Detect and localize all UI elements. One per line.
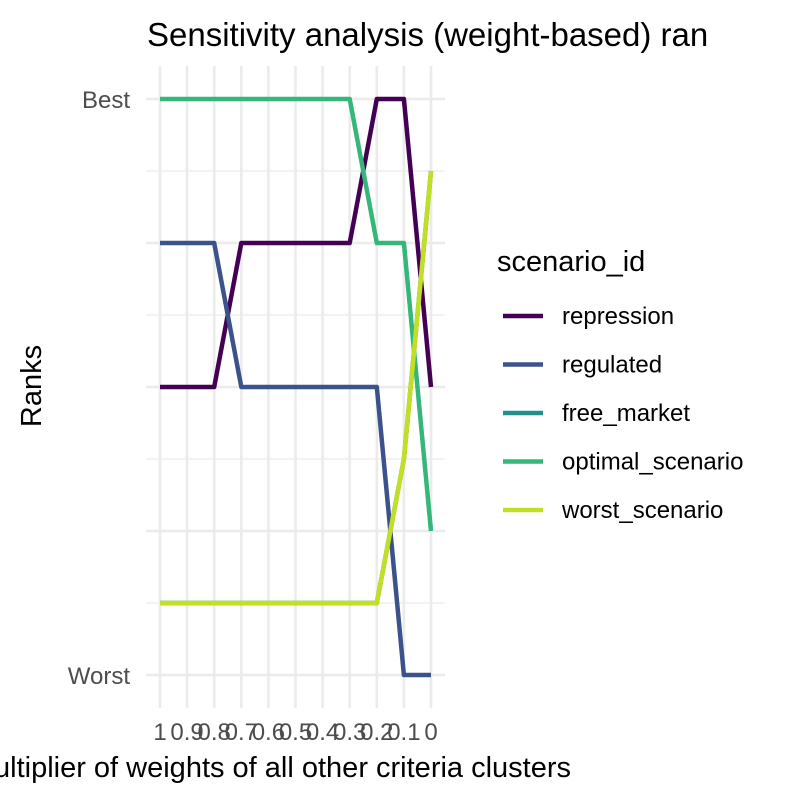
y-axis-title: Ranks	[16, 345, 48, 427]
x-tick-label: 0.9	[170, 719, 203, 746]
x-axis-ticks: 1 0.90.80.70.60.50.40.30.20.1 0	[153, 719, 437, 746]
series-line-regulated	[160, 240, 431, 678]
legend-label: worst_scenario	[561, 497, 723, 524]
y-tick-label: Best	[82, 87, 130, 114]
legend-label: repression	[562, 303, 674, 330]
series-line-repression	[160, 96, 434, 390]
x-axis-title: ultiplier of weights of all other criter…	[0, 752, 571, 784]
legend: scenario_id repression regulated free_mark…	[497, 246, 743, 524]
x-tick-label: 0.1	[387, 719, 420, 746]
plot-series	[160, 96, 434, 678]
x-tick-label: 0.6	[252, 719, 285, 746]
legend-title: scenario_id	[497, 246, 645, 278]
x-tick-label: 0.3	[333, 719, 366, 746]
x-tick-label: 0.7	[225, 719, 258, 746]
y-tick-label: Worst	[68, 663, 131, 690]
x-tick-label: 1	[153, 719, 166, 746]
series-line-optimal-scenario	[160, 96, 434, 532]
x-tick-label: 0.2	[360, 719, 393, 746]
legend-label: optimal_scenario	[562, 449, 743, 476]
x-tick-label: 0.4	[306, 719, 339, 746]
series-line-worst-scenario	[160, 170, 434, 606]
y-axis-ticks: Best Worst	[68, 87, 131, 690]
x-tick-label: 0	[424, 719, 437, 746]
legend-items: repression regulated free_market optimal_sc…	[503, 303, 743, 524]
legend-label: regulated	[562, 352, 662, 379]
legend-label: free_market	[562, 400, 690, 427]
chart-title: Sensitivity analysis (weight-based) ran	[147, 16, 708, 53]
x-tick-label: 0.8	[198, 719, 231, 746]
x-tick-label: 0.5	[279, 719, 312, 746]
